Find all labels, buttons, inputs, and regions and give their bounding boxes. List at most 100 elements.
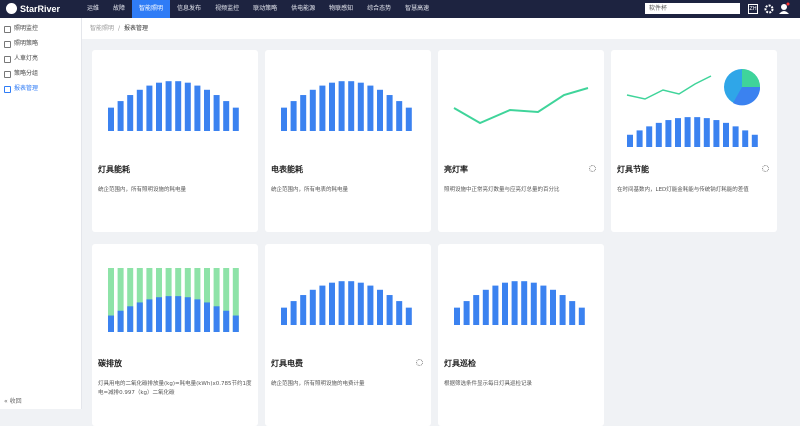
thumb-bar xyxy=(559,295,566,325)
breadcrumb-separator: / xyxy=(118,25,121,32)
thumb-bar xyxy=(204,302,210,332)
thumb-line xyxy=(626,75,712,100)
thumb-bar xyxy=(665,120,672,147)
thumb-bar xyxy=(454,307,460,325)
breadcrumb-item[interactable]: 智能照明 xyxy=(90,25,115,32)
sidebar-item[interactable]: 人車灯亮 xyxy=(0,51,81,66)
report-card[interactable]: 灯具巡检 根据筛选条件显示每日灯具巡检记录 xyxy=(438,244,604,426)
thumb-bar xyxy=(482,289,489,325)
thumb-bar xyxy=(511,281,518,325)
thumb-bar xyxy=(232,315,239,332)
thumb-bar xyxy=(377,89,383,131)
thumb-bar xyxy=(357,82,364,131)
thumb-bar xyxy=(300,295,307,325)
thumb-bar xyxy=(405,107,412,131)
settings-icon[interactable] xyxy=(762,165,769,172)
report-card[interactable]: 亮灯率 照明设施中正常亮灯数量与应亮灯总量的百分比 xyxy=(438,50,604,232)
report-card[interactable]: 灯具节能 在时间基数内，LED灯能金耗能与传统钠灯耗能的差值 xyxy=(611,50,777,232)
nav-item[interactable]: 综合态势 xyxy=(367,5,392,12)
breadcrumb-item: 报表管理 xyxy=(124,25,149,32)
thumb-bar xyxy=(694,117,701,147)
nav-item[interactable]: 智慧高速 xyxy=(405,5,430,12)
thumb-bar xyxy=(319,85,326,131)
thumb-bar xyxy=(175,296,182,332)
nav-menu: 运维 故障 智能照明 信息发布 视频监控 联动策略 供电能源 物联感知 综合态势 智慧高速 xyxy=(80,0,436,18)
thumb-bar-bg xyxy=(136,268,143,332)
card-title: 碳排放 xyxy=(98,359,122,368)
card-title: 灯具节能 xyxy=(617,165,649,174)
nav-item[interactable]: 视频监控 xyxy=(215,5,240,12)
logo[interactable]: StarRiver xyxy=(6,3,60,14)
thumb-bar xyxy=(348,81,355,131)
top-bar: StarRiver 运维 故障 智能照明 信息发布 视频监控 联动策略 供电能源 物联感知 综合… xyxy=(0,0,800,18)
thumb-bar xyxy=(396,301,403,325)
thumb-bar xyxy=(213,306,220,332)
nav-item[interactable]: 联动策略 xyxy=(253,5,278,12)
thumb-bar xyxy=(213,95,220,131)
nav-item[interactable]: 故障 xyxy=(113,5,126,12)
thumb-bar xyxy=(569,301,576,325)
nav-item[interactable]: 智能照明 xyxy=(132,0,171,18)
thumb-bar xyxy=(194,85,201,131)
thumb-bar xyxy=(742,130,749,147)
card-title: 灯具电费 xyxy=(271,359,303,368)
thumb-bar xyxy=(165,81,172,131)
thumb-bar xyxy=(646,126,653,147)
user-icon[interactable] xyxy=(781,4,787,10)
report-card[interactable]: 电表能耗 统企范围内，所有电表的耗电量 xyxy=(265,50,431,232)
sidebar-item[interactable]: 照明监控 xyxy=(0,21,81,36)
settings-icon[interactable] xyxy=(416,359,423,366)
thumb-bar-bg xyxy=(117,268,124,332)
thumb-bar xyxy=(386,95,393,131)
nav-item[interactable]: 物联感知 xyxy=(329,5,354,12)
thumb-bar xyxy=(184,82,191,131)
thumb-bar xyxy=(338,81,345,131)
thumb-bar xyxy=(396,101,403,131)
thumb-bar xyxy=(223,310,230,332)
thumb-bar xyxy=(723,122,729,147)
thumb-bar xyxy=(136,89,143,131)
breadcrumb: 智能照明 / 报表管理 xyxy=(82,18,800,39)
card-description: 灯具用电的二氧化碳排放量(kg)=耗电量(kWh)x0.785节约1度电=减排0… xyxy=(98,381,252,396)
sidebar: 照明监控 照明策略 人車灯亮 策略分组 报表管理 « 收回 xyxy=(0,18,82,409)
thumb-bar xyxy=(703,118,710,147)
thumb-bar xyxy=(386,295,393,325)
sidebar-item[interactable]: 策略分组 xyxy=(0,66,81,81)
card-description: 统企范围内，所有照明设施的耗电量 xyxy=(98,187,187,193)
nav-item[interactable]: 信息发布 xyxy=(177,5,202,12)
thumb-bar xyxy=(550,289,556,325)
thumb-bar xyxy=(194,299,201,332)
nav-item[interactable]: 运维 xyxy=(87,5,100,12)
thumb-bar xyxy=(117,310,124,332)
card-thumbnail xyxy=(108,81,239,131)
nav-item[interactable]: 供电能源 xyxy=(291,5,316,12)
card-thumbnail xyxy=(626,69,761,147)
thumb-bar xyxy=(290,301,297,325)
thumb-bar xyxy=(405,307,412,325)
thumb-bar xyxy=(367,285,374,325)
report-card[interactable]: 灯具能耗 统企范围内，所有照明设施的耗电量 xyxy=(92,50,258,232)
thumb-bar xyxy=(338,281,345,325)
project-select[interactable]: 软件杯 xyxy=(645,3,740,14)
sidebar-item[interactable]: 报表管理 xyxy=(0,81,81,96)
thumb-bar-bg xyxy=(127,268,134,332)
thumb-bar xyxy=(521,281,528,325)
thumb-bar xyxy=(300,95,307,131)
thumb-line xyxy=(453,87,589,125)
settings-icon[interactable] xyxy=(589,165,596,172)
sidebar-menu: 照明监控 照明策略 人車灯亮 策略分组 报表管理 xyxy=(0,18,81,96)
thumb-bar-bg xyxy=(223,268,230,332)
report-card[interactable]: 灯具电费统企范围内，所有照明设施的电费计量 xyxy=(265,244,431,426)
thumb-bar xyxy=(108,315,114,332)
thumb-bar xyxy=(156,82,162,131)
thumb-bar xyxy=(156,297,162,332)
thumb-bar xyxy=(146,299,153,332)
collapse-button[interactable]: « 收回 xyxy=(4,398,22,405)
thumb-bar xyxy=(175,81,182,131)
sidebar-item[interactable]: 照明策略 xyxy=(0,36,81,51)
report-card[interactable]: 碳排放灯具用电的二氧化碳排放量(kg)=耗电量(kWh)x0.785节约1度电=… xyxy=(92,244,258,426)
card-description: 统企范围内，所有照明设施的电费计量 xyxy=(271,381,365,387)
settings-icon[interactable] xyxy=(764,4,774,14)
language-button[interactable]: ZH xyxy=(748,4,758,14)
thumb-bar xyxy=(684,117,691,147)
